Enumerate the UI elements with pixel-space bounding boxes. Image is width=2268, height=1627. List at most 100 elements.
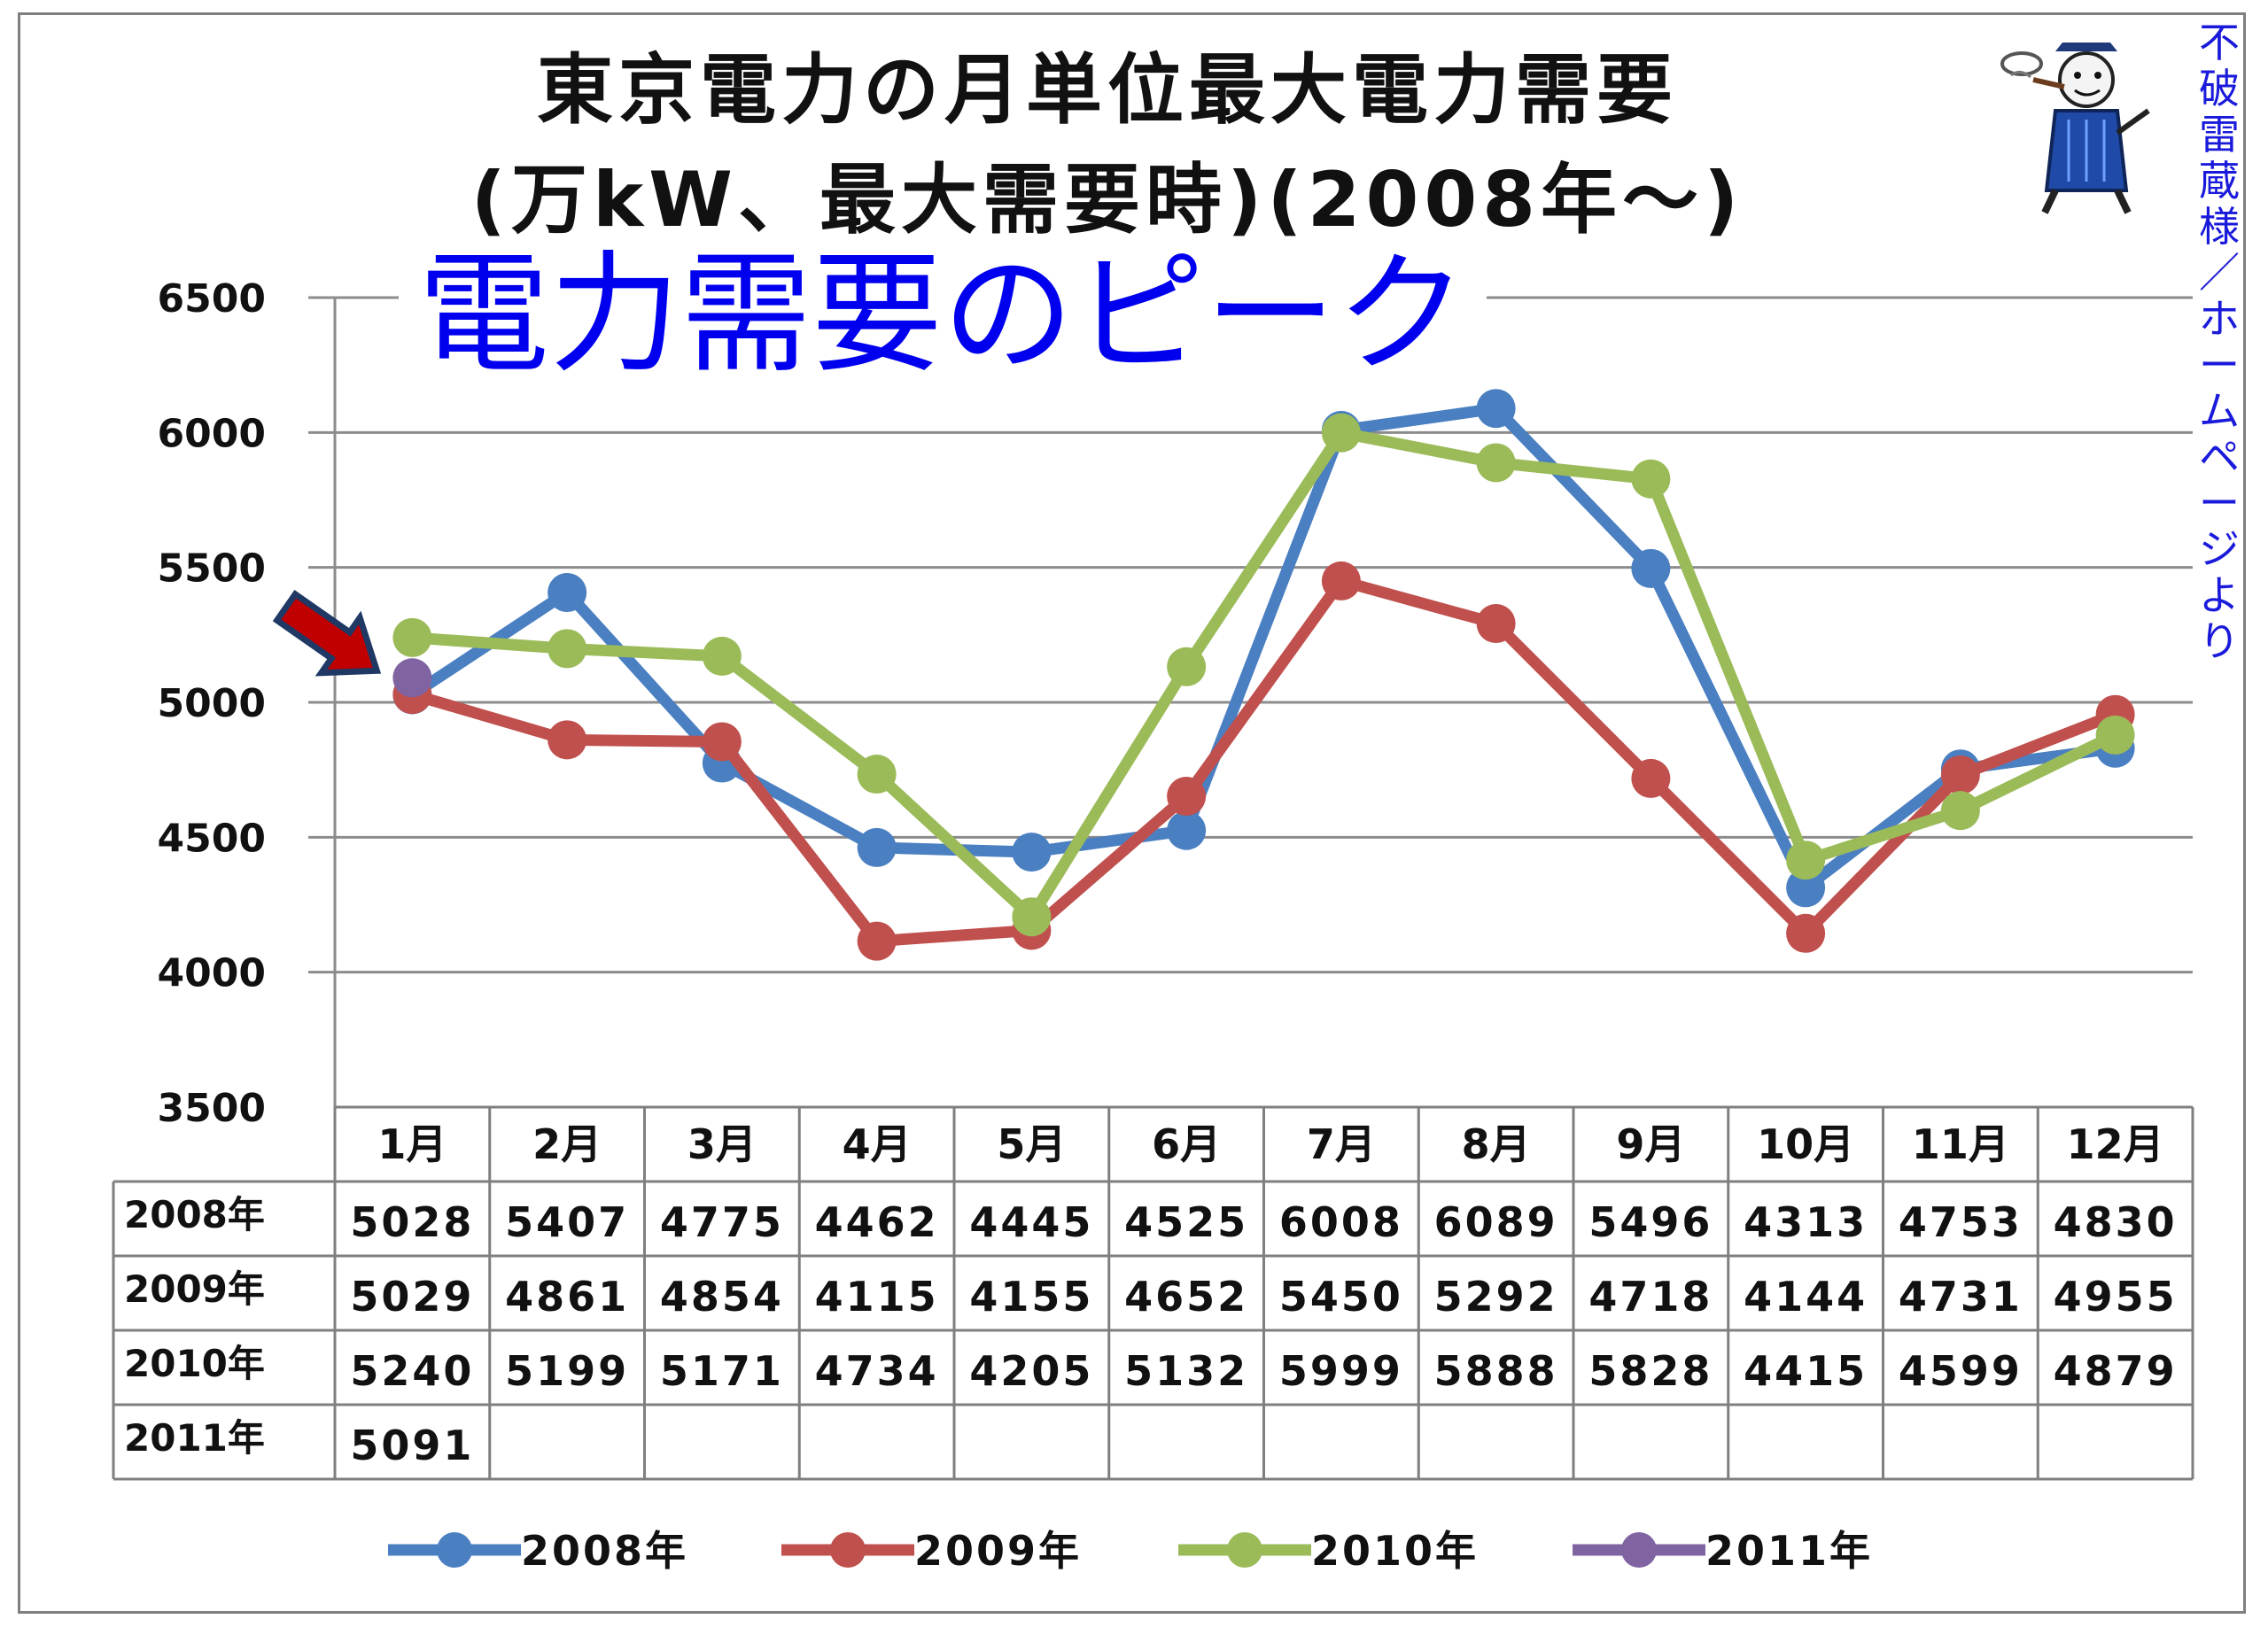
data-point	[1786, 868, 1826, 908]
data-point	[857, 755, 897, 794]
data-point	[1012, 833, 1052, 872]
x-category-label: 12月	[2067, 1120, 2164, 1168]
data-point	[2095, 715, 2135, 755]
x-category-label: 8月	[1462, 1120, 1531, 1168]
data-point	[1476, 443, 1516, 483]
data-point	[1012, 897, 1052, 937]
legend-marker	[830, 1532, 866, 1568]
data-point	[1167, 777, 1207, 817]
peak-arrow-icon	[272, 589, 382, 677]
table-cell: 4155	[969, 1273, 1093, 1321]
x-category-label: 5月	[997, 1120, 1066, 1168]
table-cell: 6089	[1434, 1198, 1558, 1246]
table-cell: 5199	[505, 1347, 629, 1395]
data-point	[702, 636, 742, 676]
table-cell: 4115	[815, 1273, 939, 1321]
table-cell: 5496	[1588, 1198, 1713, 1246]
data-point	[548, 573, 587, 613]
data-point	[1631, 459, 1671, 499]
y-tick-label: 6000	[158, 411, 266, 456]
table-cell: 5450	[1279, 1273, 1403, 1321]
arrow-body	[272, 589, 382, 677]
data-point	[392, 617, 432, 657]
series-line	[410, 575, 2117, 948]
table-cell: 4854	[660, 1273, 784, 1321]
x-category-label: 1月	[377, 1120, 447, 1168]
x-category-label: 6月	[1152, 1120, 1221, 1168]
y-tick-label: 4500	[158, 816, 266, 861]
table-cell: 4415	[1744, 1347, 1868, 1395]
legend-label: 2011年	[1705, 1527, 1873, 1575]
table-cell: 4734	[815, 1347, 939, 1395]
table-cell: 4525	[1124, 1198, 1248, 1246]
data-point	[857, 827, 897, 867]
table-cell: 4462	[815, 1198, 939, 1246]
table-row-label: 2008年	[124, 1193, 265, 1236]
data-point	[1786, 913, 1826, 953]
data-table: 1月 2月 3月 4月 5月 6月 7月 8月 9月 10月 11月 12月 2008年 5028 5407…	[112, 1105, 2194, 1481]
y-tick-label: 4000	[158, 951, 266, 996]
data-point	[1321, 561, 1361, 600]
y-tick-label: 6500	[158, 276, 266, 322]
series-line	[408, 402, 2117, 894]
table-cell: 4313	[1744, 1198, 1868, 1246]
table-row-label: 2011年	[124, 1416, 265, 1460]
data-point	[1476, 604, 1516, 644]
data-point	[702, 722, 742, 762]
chart-title: 東京電力の月単位最大電力需要 (万kW、最大需要時)(2008年～)	[266, 35, 1949, 255]
data-point	[857, 921, 897, 961]
table-cell: 6008	[1279, 1198, 1403, 1246]
table-cell: 4731	[1899, 1273, 2023, 1321]
table-cell: 5407	[505, 1198, 629, 1246]
data-point	[1940, 791, 1980, 831]
table-cell: 4205	[969, 1347, 1093, 1395]
table-cell: 5888	[1434, 1347, 1558, 1395]
chart-title-line2: (万kW、最大需要時)(2008年～)	[470, 156, 1744, 244]
y-tick-label: 5000	[158, 681, 266, 726]
table-cell: 4718	[1588, 1273, 1713, 1321]
x-category-label: 7月	[1307, 1120, 1376, 1168]
legend-label: 2010年	[1311, 1527, 1479, 1575]
x-category-label: 2月	[532, 1120, 602, 1168]
data-series	[392, 389, 2135, 961]
table-cell: 5028	[350, 1198, 474, 1246]
table-cell: 4445	[969, 1198, 1093, 1246]
table-cell: 5999	[1279, 1347, 1403, 1395]
table-cell: 4861	[505, 1273, 629, 1321]
x-category-label: 10月	[1757, 1120, 1854, 1168]
x-category-label: 4月	[843, 1120, 912, 1168]
mascot-illustration	[2000, 43, 2150, 214]
data-point	[1940, 755, 1980, 794]
data-point	[1167, 810, 1207, 850]
table-row-label: 2009年	[124, 1267, 265, 1311]
legend: 2008年 2009年 2010年 2011年	[388, 1527, 1873, 1575]
data-point	[548, 720, 587, 760]
table-cell: 4879	[2054, 1347, 2178, 1395]
data-point	[1476, 389, 1516, 429]
table-cell: 5828	[1588, 1347, 1713, 1395]
table-cell: 4830	[2054, 1198, 2178, 1246]
data-point	[1631, 548, 1671, 588]
table-cell: 5132	[1124, 1347, 1248, 1395]
arrow-shape	[272, 589, 382, 677]
side-credit: 不破雷蔵様／ホームページより	[2199, 19, 2240, 665]
data-point	[392, 658, 432, 698]
series-line	[411, 427, 2118, 923]
data-point	[1786, 841, 1826, 880]
x-category-label: 3月	[687, 1120, 757, 1168]
chart-title-line1: 東京電力の月単位最大電力需要	[537, 46, 1678, 135]
table-cell: 5091	[350, 1422, 474, 1469]
data-point	[1167, 647, 1207, 686]
data-point	[1631, 758, 1671, 798]
table-cell: 4775	[660, 1198, 784, 1246]
legend-label: 2008年	[521, 1527, 688, 1575]
y-tick-label: 5500	[158, 546, 266, 592]
data-point	[1321, 413, 1361, 453]
table-row-label: 2010年	[124, 1342, 265, 1385]
data-point	[548, 629, 587, 669]
x-category-label: 9月	[1616, 1120, 1685, 1168]
table-cell: 5240	[350, 1347, 474, 1395]
table-cell: 4599	[1899, 1347, 2023, 1395]
legend-marker	[1227, 1532, 1262, 1568]
